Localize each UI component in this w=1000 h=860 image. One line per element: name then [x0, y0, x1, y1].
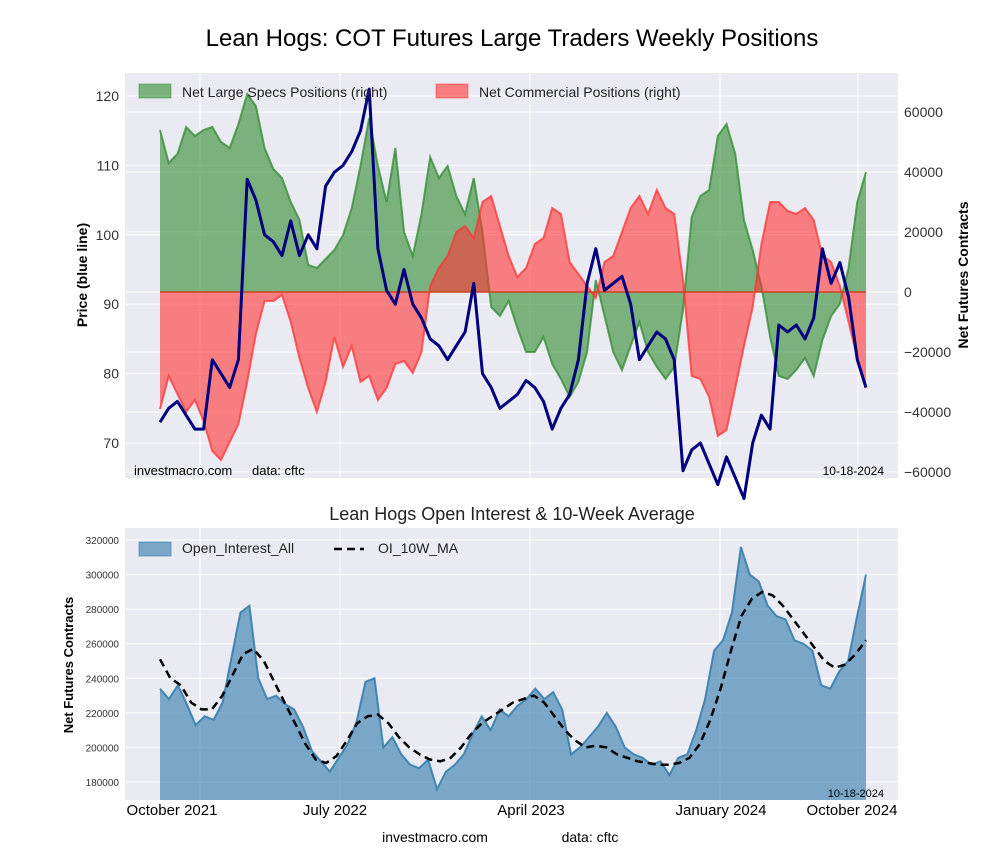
commercial-line — [159, 187, 867, 462]
top-left-tick-label: 120 — [96, 88, 120, 104]
bottom-y-tick-label: 280000 — [86, 605, 120, 616]
oi-line — [159, 546, 867, 792]
commercial-area — [160, 190, 866, 460]
top-chart-title: Lean Hogs: COT Futures Large Traders Wee… — [206, 25, 819, 52]
bottom-x-tick-label: July 2022 — [303, 802, 367, 819]
bottom-y-tick-label: 240000 — [86, 674, 120, 685]
top-left-tick-label: 70 — [103, 435, 119, 451]
bottom-x-tick-label: October 2021 — [127, 802, 218, 819]
bottom-axis-label: Net Futures Contracts — [61, 597, 76, 734]
top-right-tick-label: −60000 — [904, 464, 951, 480]
bottom-ma-line — [158, 590, 867, 766]
bottom-x-tick-label: October 2024 — [807, 802, 898, 819]
legend-label-specs: Net Large Specs Positions (right) — [182, 84, 387, 100]
top-right-ticks: 60000 40000 20000 0 −20000 −40000 −60000 — [904, 104, 951, 480]
top-right-tick-label: −40000 — [904, 404, 951, 420]
bottom-footer-date: 10-18-2024 — [828, 788, 884, 800]
top-right-tick-label: 40000 — [904, 164, 943, 180]
top-right-tick-label: −20000 — [904, 344, 951, 360]
top-footer-date: 10-18-2024 — [823, 464, 885, 478]
top-right-axis-label: Net Futures Contracts — [955, 201, 971, 348]
top-right-tick-label: 0 — [904, 284, 912, 300]
top-left-tick-label: 110 — [97, 157, 120, 173]
top-left-ticks: 70 80 90 100 110 120 — [96, 88, 120, 451]
top-left-tick-label: 90 — [103, 296, 119, 312]
legend-label-commercial: Net Commercial Positions (right) — [479, 84, 681, 100]
bottom-x-ticks: October 2021 July 2022 April 2023 January 2… — [127, 802, 898, 819]
bottom-footer-source: data: cftc — [562, 829, 619, 845]
legend-label-ma: OI_10W_MA — [378, 540, 459, 556]
bottom-x-tick-label: April 2023 — [497, 802, 565, 819]
top-price-line — [158, 87, 868, 500]
top-footer-site: investmacro.com — [134, 463, 232, 478]
bottom-y-tick-label: 320000 — [86, 536, 120, 547]
bottom-y-tick-label: 260000 — [86, 640, 120, 651]
top-right-tick-label: 20000 — [904, 224, 943, 240]
bottom-y-tick-label: 300000 — [86, 571, 120, 582]
bottom-footer-site: investmacro.com — [382, 829, 488, 845]
specs-line — [159, 91, 867, 400]
bottom-y-tick-label: 220000 — [86, 709, 120, 720]
top-areas — [159, 91, 867, 462]
legend-swatch-specs — [138, 83, 172, 99]
specs-area — [160, 94, 866, 397]
top-left-tick-label: 100 — [96, 227, 120, 243]
top-footer-source: data: cftc — [252, 463, 305, 478]
top-left-axis-label: Price (blue line) — [74, 223, 90, 327]
bottom-chart-title: Lean Hogs Open Interest & 10-Week Averag… — [329, 504, 695, 524]
bottom-y-tick-label: 180000 — [86, 778, 120, 789]
legend-swatch-oi — [138, 541, 172, 557]
legend-swatch-commercial — [435, 83, 469, 99]
bottom-y-tick-label: 200000 — [86, 743, 120, 754]
price-line — [158, 87, 868, 500]
bottom-x-tick-label: January 2024 — [676, 802, 767, 819]
top-right-tick-label: 60000 — [904, 104, 943, 120]
ma-line — [158, 590, 867, 766]
bottom-y-ticks: 320000 300000 280000 260000 240000 220000 2000… — [86, 536, 120, 789]
top-left-tick-label: 80 — [103, 366, 119, 382]
legend-label-oi: Open_Interest_All — [182, 540, 294, 556]
